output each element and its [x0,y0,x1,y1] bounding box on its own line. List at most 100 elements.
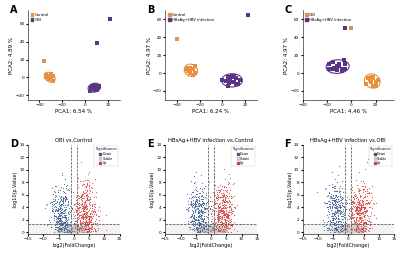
Point [341,230,348,234]
Point [70,229,77,233]
Point [207,230,213,234]
Point [339,229,346,233]
Point [220,229,226,233]
Point [213,224,220,228]
Point [359,205,365,209]
Point [340,228,346,232]
Point [202,229,209,233]
Point [203,225,210,229]
Point [206,224,213,228]
Point [222,224,229,228]
Point [81,182,88,186]
Point [209,214,216,218]
Point [340,204,346,208]
Point [58,230,64,234]
Point [340,228,346,232]
Point [227,200,234,204]
Point [76,230,82,234]
Point [66,226,72,231]
Point [74,229,80,233]
Point [340,230,347,234]
Point [355,219,361,223]
Point [69,229,75,233]
Point [92,177,98,181]
Point [212,229,219,233]
Point [205,227,212,231]
Point [224,229,231,233]
Point [75,229,82,233]
Point [327,226,333,231]
Point [212,202,218,206]
Point [63,228,70,232]
Point [208,226,215,230]
Point [345,228,352,232]
Point [349,224,355,228]
Point [194,220,201,224]
Point [205,230,212,234]
Point [215,226,222,230]
Point [356,228,362,232]
Point [208,228,214,232]
Point [202,228,208,232]
Point [206,230,212,234]
Point [346,226,353,230]
Point [220,193,227,197]
Point [337,229,344,233]
Point [210,217,217,222]
Point [349,227,356,231]
Point [217,224,224,229]
Point [337,194,343,198]
Point [73,227,79,231]
Point [205,230,211,234]
Point [363,198,370,202]
Point [330,221,337,225]
Point [74,224,80,228]
Point [199,213,205,217]
Point [339,225,346,230]
Point [346,225,352,229]
Point [76,230,82,234]
Point [195,228,202,232]
Point [347,230,353,234]
Point [211,223,217,227]
Point [344,226,351,230]
Point [206,228,212,232]
Point [345,229,351,233]
Point [189,213,196,217]
Point [204,226,210,230]
Point [196,208,202,212]
Point [345,230,351,234]
Point [368,190,374,194]
Point [192,203,198,207]
Point [80,203,87,207]
Point [64,230,70,234]
Point [204,226,210,231]
Point [348,226,354,230]
Point [74,218,80,223]
Point [76,230,82,234]
Point [75,230,82,234]
Point [205,227,212,231]
Point [215,217,221,221]
Point [70,229,76,233]
Point [67,230,74,234]
Point [220,221,226,225]
Point [207,226,214,231]
Point [196,199,202,203]
Point [338,229,345,233]
Point [335,223,342,228]
Point [344,226,350,230]
Point [215,229,222,233]
Point [69,228,76,232]
Point [66,229,72,233]
Point [79,228,86,232]
Point [351,193,358,197]
Point [208,229,214,233]
Point [75,224,82,228]
Point [61,225,67,230]
Point [75,229,82,233]
Point [208,225,214,229]
Point [360,206,367,210]
Point [224,230,231,234]
Point [348,228,354,232]
